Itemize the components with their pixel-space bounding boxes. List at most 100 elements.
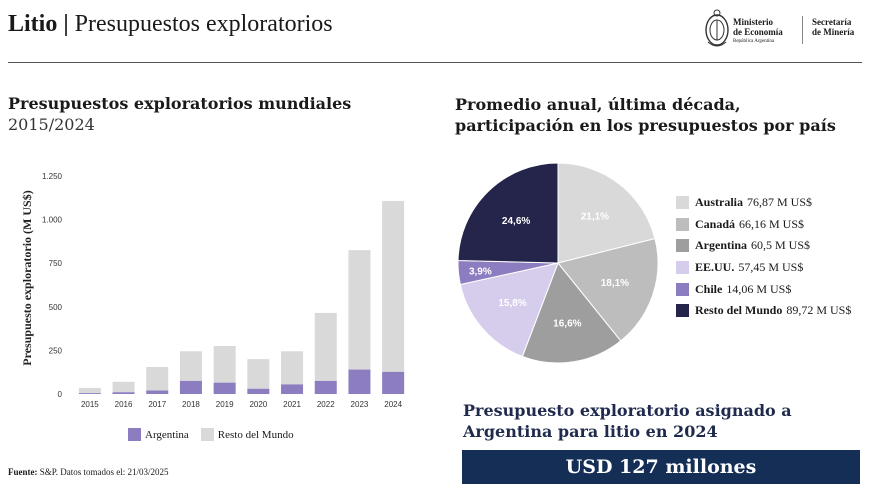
y-tick-label: 1.000 [42, 216, 63, 225]
legend-swatch-argentina [128, 428, 141, 441]
bar-argentina-2022 [314, 380, 337, 394]
pie-legend-item: Argentina 60,5 M US$ [676, 235, 851, 257]
y-tick-label: 0 [58, 390, 63, 399]
bar-chart-title: Presupuestos exploratorios mundiales [8, 94, 352, 113]
bar-resto-2018 [179, 351, 202, 381]
x-tick-label: 2020 [249, 400, 267, 409]
logo-divider [802, 16, 803, 44]
legend-swatch-resto [200, 428, 214, 441]
pie-legend-name: Resto del Mundo [695, 303, 783, 318]
x-tick-label: 2015 [81, 400, 99, 409]
bar-argentina-2017 [146, 390, 169, 394]
pie-legend-item: EE.UU. 57,45 M US$ [676, 257, 851, 279]
pie-legend-swatch [676, 217, 689, 231]
pie-percent-label: 24,6% [502, 216, 530, 227]
x-tick-label: 2017 [148, 400, 166, 409]
pie-slice-5 [457, 162, 559, 264]
pie-legend-swatch [676, 261, 689, 275]
pie-legend-name: Chile [695, 281, 723, 296]
source-label: Fuente: [8, 467, 38, 477]
pie-legend-value: 76,87 M US$ [747, 195, 813, 210]
pie-legend-value: 60,5 M US$ [751, 238, 811, 253]
bar-argentina-2020 [247, 388, 270, 394]
bar-chart-subtitle: 2015/2024 [8, 115, 95, 134]
source-text: S&P. Datos tomados el: 21/03/2025 [37, 467, 169, 477]
pie-percent-label: 15,8% [498, 298, 526, 309]
bar-argentina-2021 [281, 384, 304, 394]
pie-slice-0 [557, 162, 656, 264]
pie-percent-label: 21,1% [581, 212, 609, 223]
bar-argentina-2015 [78, 393, 101, 394]
bar-chart-legend: Argentina Resto del Mundo [128, 428, 306, 441]
y-tick-label: 1.250 [42, 172, 63, 181]
x-tick-label: 2019 [216, 400, 234, 409]
ministerio-label: Ministerio de Economía República Argenti… [733, 17, 783, 47]
x-tick-label: 2022 [317, 400, 335, 409]
page-title-separator: | [57, 11, 75, 37]
bar-resto-2016 [112, 381, 135, 393]
x-tick-label: 2016 [115, 400, 133, 409]
ministerio-line-3: República Argentina [733, 39, 775, 44]
pie-legend-item: Australia 76,87 M US$ [676, 192, 851, 214]
x-tick-label: 2018 [182, 400, 200, 409]
bar-resto-2023 [348, 250, 371, 370]
pie-chart-legend: Australia 76,87 M US$ Canadá 66,16 M US$ Arg… [676, 192, 851, 322]
pie-percent-label: 18,1% [601, 278, 629, 289]
page-title-bold: Litio [8, 11, 58, 37]
bar-argentina-2019 [213, 382, 236, 394]
pie-legend-swatch [676, 196, 689, 210]
pie-legend-swatch [676, 304, 689, 318]
pie-legend-value: 66,16 M US$ [739, 216, 805, 231]
bar-resto-2024 [382, 200, 405, 372]
y-tick-label: 500 [49, 303, 63, 312]
argentina-budget-value-box: USD 127 millones [462, 450, 860, 484]
argentina-budget-value: USD 127 millones [565, 456, 757, 478]
pie-legend-name: EE.UU. [695, 260, 735, 275]
bar-argentina-2016 [112, 392, 135, 394]
header-divider [8, 62, 862, 63]
pie-legend-name: Canadá [695, 216, 736, 231]
bar-resto-2021 [281, 351, 304, 385]
pie-legend-item: Chile 14,06 M US$ [676, 278, 851, 300]
bar-argentina-2018 [179, 380, 202, 394]
pie-legend-name: Australia [695, 195, 743, 210]
page-title-rest: Presupuestos exploratorios [74, 11, 333, 37]
pie-legend-swatch [676, 282, 689, 296]
bar-resto-2019 [213, 346, 236, 383]
pie-legend-item: Resto del Mundo 89,72 M US$ [676, 300, 851, 322]
pie-legend-value: 14,06 M US$ [726, 281, 792, 296]
pie-slice-2 [521, 262, 622, 364]
pie-slice-3 [459, 262, 559, 358]
pie-legend-item: Canadá 66,16 M US$ [676, 214, 851, 236]
pie-percent-label: 3,9% [469, 266, 492, 277]
x-tick-label: 2024 [384, 400, 402, 409]
coat-of-arms-icon [705, 9, 729, 47]
pie-legend-value: 57,45 M US$ [738, 260, 804, 275]
pie-slice-1 [557, 237, 659, 342]
pie-legend-swatch [676, 239, 689, 253]
pie-chart-title: Promedio anual, última década, participa… [455, 95, 836, 135]
bar-argentina-2023 [348, 369, 371, 394]
bar-resto-2017 [146, 366, 169, 391]
secretaria-line-2: de Minería [812, 27, 855, 37]
pie-percent-label: 16,6% [553, 318, 581, 329]
ministerio-line-2: de Economía [733, 27, 783, 37]
bar-chart-ylabel: Presupuesto exploratorio (M US$) [20, 190, 34, 365]
secretaria-line-1: Secretaría [812, 17, 852, 27]
page-title: Litio | Presupuestos exploratorios [8, 11, 333, 38]
government-logo: Ministerio de Economía República Argenti… [703, 8, 863, 56]
argentina-budget-title: Presupuesto exploratorio asignado a Arge… [463, 401, 792, 441]
x-tick-label: 2021 [283, 400, 301, 409]
legend-label-resto: Resto del Mundo [217, 428, 294, 441]
bar-resto-2022 [314, 312, 337, 381]
bar-resto-2015 [78, 387, 101, 394]
pie-legend-name: Argentina [695, 238, 747, 253]
pie-legend-value: 89,72 M US$ [786, 303, 852, 318]
bar-resto-2020 [247, 359, 270, 389]
y-tick-label: 750 [49, 259, 63, 268]
ministerio-line-1: Ministerio [733, 17, 773, 27]
bar-argentina-2024 [382, 371, 405, 394]
legend-label-argentina: Argentina [145, 428, 189, 441]
y-tick-label: 250 [49, 346, 63, 355]
pie-slice-4 [457, 259, 559, 286]
